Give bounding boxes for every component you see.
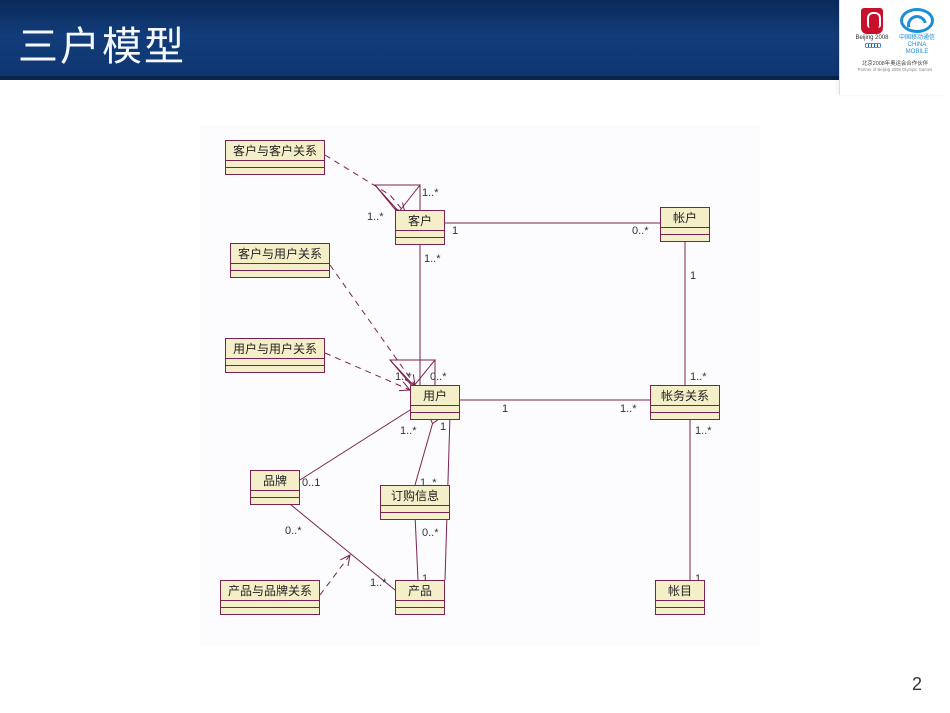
multiplicity-label: 1..* — [620, 403, 637, 415]
uml-class-title: 用户与用户关系 — [226, 339, 324, 359]
uml-class-title: 帐务关系 — [651, 386, 719, 406]
uml-canvas: 1..* 1..* 1 0..* 1..* 0..* 1..* 1 1..* 1 1..* 1..* 0… — [200, 125, 760, 645]
uml-class-title: 帐目 — [656, 581, 704, 601]
uml-class-product: 产品 — [395, 580, 445, 615]
multiplicity-label: 1..* — [367, 211, 384, 223]
multiplicity-label: 1 — [440, 421, 446, 433]
beijing2008-logo: Beijing 2008 ooooo — [853, 8, 891, 56]
multiplicity-label: 1..* — [422, 187, 439, 199]
multiplicity-label: 1 — [502, 403, 508, 415]
logo-panel: Beijing 2008 ooooo 中国移动通信CHINA MOBILE 北京… — [839, 0, 950, 95]
slide-title: 三户模型 — [18, 14, 186, 72]
uml-class-prod_brand_rel: 产品与品牌关系 — [220, 580, 320, 615]
uml-class-brand: 品牌 — [250, 470, 300, 505]
uml-class-title: 品牌 — [251, 471, 299, 491]
page-number: 2 — [912, 674, 922, 695]
china-mobile-logo: 中国移动通信CHINA MOBILE — [897, 8, 937, 56]
uml-class-user: 用户 — [410, 385, 460, 420]
uml-class-title: 客户与客户关系 — [226, 141, 324, 161]
multiplicity-label: 1..* — [690, 371, 707, 383]
uml-class-cust: 客户 — [395, 210, 445, 245]
uml-class-acct_rel: 帐务关系 — [650, 385, 720, 420]
uml-class-title: 用户 — [411, 386, 459, 406]
uml-class-title: 订购信息 — [381, 486, 449, 506]
multiplicity-label: 0..1 — [302, 477, 320, 489]
multiplicity-label: 1..* — [695, 425, 712, 437]
uml-class-user_user_rel: 用户与用户关系 — [225, 338, 325, 373]
multiplicity-label: 0..* — [285, 525, 302, 537]
multiplicity-label: 1 — [452, 225, 458, 237]
uml-class-title: 帐户 — [661, 208, 709, 228]
logo-caption-cn: 北京2008年奥运会合作伙伴 — [846, 58, 945, 66]
multiplicity-label: 0..* — [430, 371, 447, 383]
uml-class-cust_user_rel: 客户与用户关系 — [230, 243, 330, 278]
multiplicity-label: 1..* — [370, 577, 387, 589]
diagram-area: 1..* 1..* 1 0..* 1..* 0..* 1..* 1 1..* 1 1..* 1..* 0… — [0, 95, 950, 713]
uml-class-order_info: 订购信息 — [380, 485, 450, 520]
uml-class-cust_cust_rel: 客户与客户关系 — [225, 140, 325, 175]
uml-class-title: 客户与用户关系 — [231, 244, 329, 264]
logo-caption-en: Partner of Beijing 2008 Olympic Games — [848, 67, 942, 72]
uml-class-acct_item: 帐目 — [655, 580, 705, 615]
uml-class-title: 客户 — [396, 211, 444, 231]
multiplicity-label: 0..* — [632, 225, 649, 237]
uml-class-acct: 帐户 — [660, 207, 710, 242]
multiplicity-label: 1 — [690, 270, 696, 282]
multiplicity-label: 0..* — [422, 527, 439, 539]
multiplicity-label: 1..* — [395, 371, 412, 383]
uml-class-title: 产品 — [396, 581, 444, 601]
uml-class-title: 产品与品牌关系 — [221, 581, 319, 601]
slide-header: 三户模型 — [0, 0, 950, 80]
multiplicity-label: 1..* — [424, 253, 441, 265]
multiplicity-label: 1..* — [400, 425, 417, 437]
